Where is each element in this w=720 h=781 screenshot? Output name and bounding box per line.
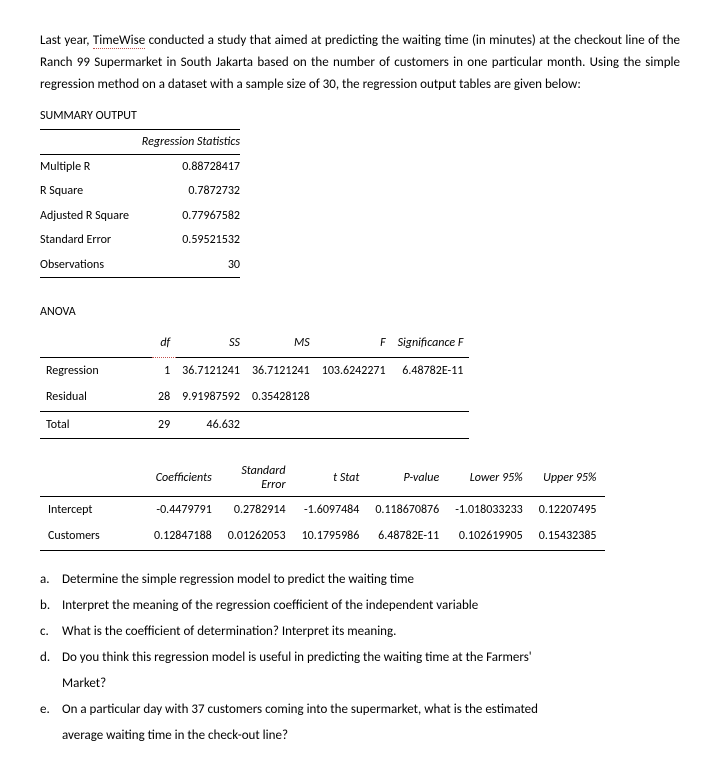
anova-h-df: df <box>152 330 176 357</box>
intro-paragraph: Last year, TimeWise conducted a study th… <box>40 30 680 96</box>
coefficients-table: Coefficients StandardError t Stat P-valu… <box>40 461 605 551</box>
q-letter: b. <box>40 595 62 617</box>
intro-pre: Last year, <box>40 33 93 48</box>
question-b: Interpret the meaning of the regression … <box>62 595 680 617</box>
coef-h-se: StandardError <box>220 461 294 496</box>
anova-h-sig: Significance F <box>392 330 470 357</box>
coef-h-hi: Upper 95% <box>531 461 605 496</box>
q-letter: a. <box>40 569 62 591</box>
coef-h-lo: Lower 95% <box>447 461 531 496</box>
reg-stats-header: Regression Statistics <box>40 129 240 154</box>
q-letter: d. <box>40 647 62 669</box>
question-e-1: On a particular day with 37 customers co… <box>62 699 680 721</box>
anova-title: ANOVA <box>40 302 680 322</box>
table-row: Regression 1 36.7121241 36.7121241 103.6… <box>40 357 469 384</box>
coef-h-coef: Coefficients <box>146 461 220 496</box>
table-row: Adjusted R Square0.77967582 <box>40 204 240 228</box>
questions-list: a.Determine the simple regression model … <box>40 569 680 748</box>
q-letter: c. <box>40 621 62 643</box>
table-row: Customers 0.12847188 0.01262053 10.17959… <box>40 523 605 550</box>
summary-output-title: SUMMARY OUTPUT <box>40 106 680 126</box>
table-row: Multiple R0.88728417 <box>40 155 240 180</box>
table-row: Observations30 <box>40 253 240 278</box>
question-c: What is the coefficient of determination… <box>62 621 680 643</box>
anova-h-f: F <box>316 330 392 357</box>
q-letter: e. <box>40 699 62 721</box>
timewise-link[interactable]: TimeWise <box>93 34 145 49</box>
coef-h-p: P-value <box>367 461 447 496</box>
table-row: Residual 28 9.91987592 0.35428128 <box>40 384 469 411</box>
table-row: Intercept -0.4479791 0.2782914 -1.609748… <box>40 496 605 523</box>
anova-h-ss: SS <box>176 330 246 357</box>
question-e-2: average waiting time in the check-out li… <box>62 725 680 747</box>
question-d-1: Do you think this regression model is us… <box>62 647 680 669</box>
anova-h-ms: MS <box>246 330 316 357</box>
table-row: Standard Error0.59521532 <box>40 228 240 252</box>
table-row: Total 29 46.632 <box>40 411 469 438</box>
table-row: R Square0.7872732 <box>40 179 240 203</box>
anova-table: df SS MS F Significance F Regression 1 3… <box>40 330 469 439</box>
question-a: Determine the simple regression model to… <box>62 569 680 591</box>
question-d-2: Market? <box>62 673 680 695</box>
regression-statistics-table: Regression Statistics Multiple R0.887284… <box>40 129 240 278</box>
coef-h-t: t Stat <box>294 461 368 496</box>
